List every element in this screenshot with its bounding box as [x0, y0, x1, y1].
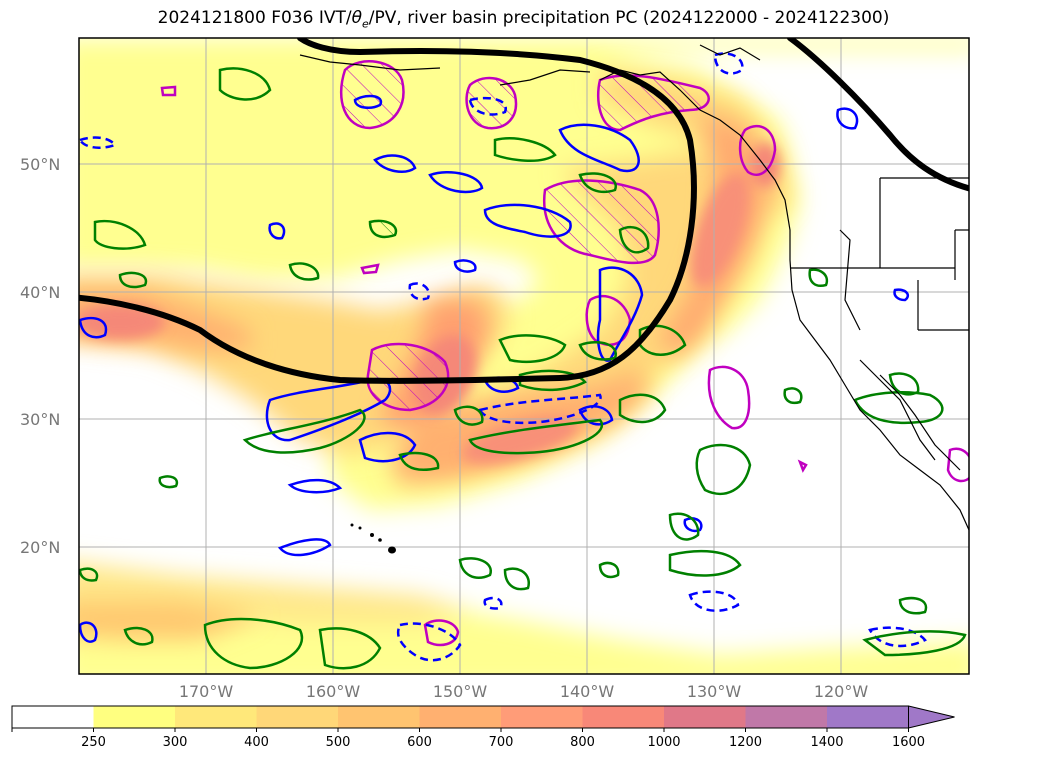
- lon-label-170w: 170°W: [179, 682, 234, 701]
- colorbar-segment: [664, 706, 746, 728]
- lat-labels: 20°N 30°N 40°N 50°N: [20, 155, 60, 557]
- colorbar-tick-label: 300: [163, 735, 188, 750]
- ivt-shading: [79, 38, 969, 674]
- map-frame: [78, 37, 970, 675]
- lat-label-20n: 20°N: [20, 538, 60, 557]
- colorbar-tick-label: 800: [570, 735, 595, 750]
- colorbar-extend-arrow: [908, 705, 955, 729]
- colorbar-segment: [12, 706, 94, 728]
- title-suffix: /PV, river basin precipitation PC (20241…: [368, 8, 890, 28]
- colorbar-segment: [582, 706, 665, 728]
- colorbar-tick-label: 250: [81, 735, 106, 750]
- lon-label-150w: 150°W: [433, 682, 488, 701]
- colorbar-tick-label: 700: [489, 735, 514, 750]
- lon-label-130w: 130°W: [687, 682, 742, 701]
- colorbar-tick-label: 1200: [729, 735, 762, 750]
- figure-title: 2024121800 F036 IVT/θe/PV, river basin p…: [0, 8, 1047, 30]
- colorbar-outline: [11, 705, 909, 729]
- lon-label-140w: 140°W: [560, 682, 615, 701]
- lon-label-120w: 120°W: [814, 682, 869, 701]
- colorbar-segment: [501, 706, 583, 728]
- lon-label-160w: 160°W: [306, 682, 361, 701]
- lat-label-40n: 40°N: [20, 283, 60, 302]
- lat-label-50n: 50°N: [20, 155, 60, 174]
- theta-e-contour-main: [79, 38, 697, 384]
- coastlines: [299, 44, 969, 531]
- colorbar-segment: [256, 706, 339, 728]
- lon-labels: 170°W 160°W 150°W 140°W 130°W 120°W: [179, 682, 869, 701]
- gridlines: [79, 38, 969, 674]
- hawaii-islands: [350, 523, 396, 554]
- colorbar-tick-label: 400: [244, 735, 269, 750]
- title-prefix: 2024121800 F036 IVT/: [157, 8, 352, 28]
- title-theta-subscript: e: [362, 17, 369, 31]
- colorbar-segment: [419, 706, 502, 728]
- contours: [79, 38, 969, 670]
- title-theta-symbol: θ: [351, 8, 362, 28]
- colorbar-segment: [338, 706, 420, 728]
- colorbar: 250 300 400 500 600 700 800 1000 1200 1400 1600: [11, 705, 955, 750]
- colorbar-tick-label: 600: [407, 735, 432, 750]
- colorbar-tick-label: 500: [326, 735, 351, 750]
- colorbar-tick-label: 1600: [892, 735, 925, 750]
- colorbar-tick-label: 1400: [810, 735, 843, 750]
- colorbar-segment: [175, 706, 257, 728]
- lat-label-30n: 30°N: [20, 410, 60, 429]
- colorbar-segment: [93, 706, 176, 728]
- colorbar-tick-label: 1000: [647, 735, 680, 750]
- colorbar-segment: [745, 706, 828, 728]
- colorbar-segment: [827, 706, 909, 728]
